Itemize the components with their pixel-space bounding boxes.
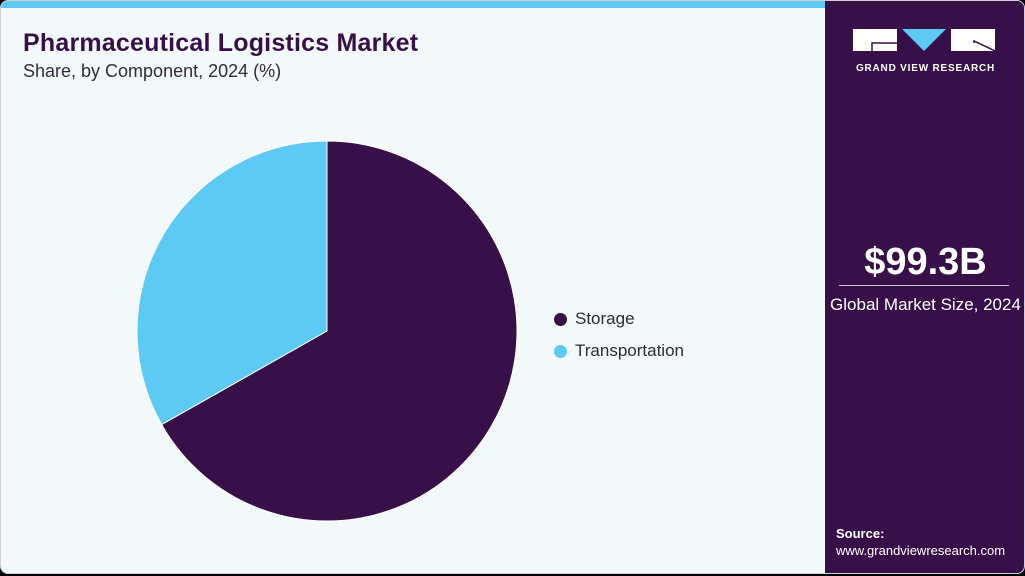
- source-link[interactable]: www.grandviewresearch.com: [836, 543, 1006, 558]
- market-size-label: Global Market Size, 2024: [830, 295, 1021, 314]
- pie-slice-storage: [160, 140, 518, 522]
- divider: [839, 285, 1009, 286]
- legend-label: Transportation: [575, 341, 684, 360]
- legend-label: Storage: [575, 309, 635, 328]
- chart-subtitle: Share, by Component, 2024 (%): [23, 61, 282, 81]
- accent-bar: [1, 1, 825, 8]
- legend-swatch-storage: [554, 312, 567, 326]
- chart-title: Pharmaceutical Logistics Market: [23, 29, 419, 57]
- legend-swatch-transportation: [554, 344, 567, 358]
- market-size-value: $99.3B: [864, 241, 987, 283]
- legend-item-transportation: Transportation: [554, 335, 684, 367]
- pie-chart: [136, 140, 518, 522]
- legend: Storage Transportation: [554, 303, 684, 367]
- sidebar: GRAND VIEW RESEARCH $99.3B Global Market…: [825, 1, 1024, 573]
- legend-item-storage: Storage: [554, 303, 684, 335]
- brand-name: GRAND VIEW RESEARCH: [855, 63, 996, 74]
- gvr-logo-icon: [853, 29, 995, 52]
- pie-slice-transportation: [136, 140, 328, 426]
- source-label: Source:: [836, 526, 885, 541]
